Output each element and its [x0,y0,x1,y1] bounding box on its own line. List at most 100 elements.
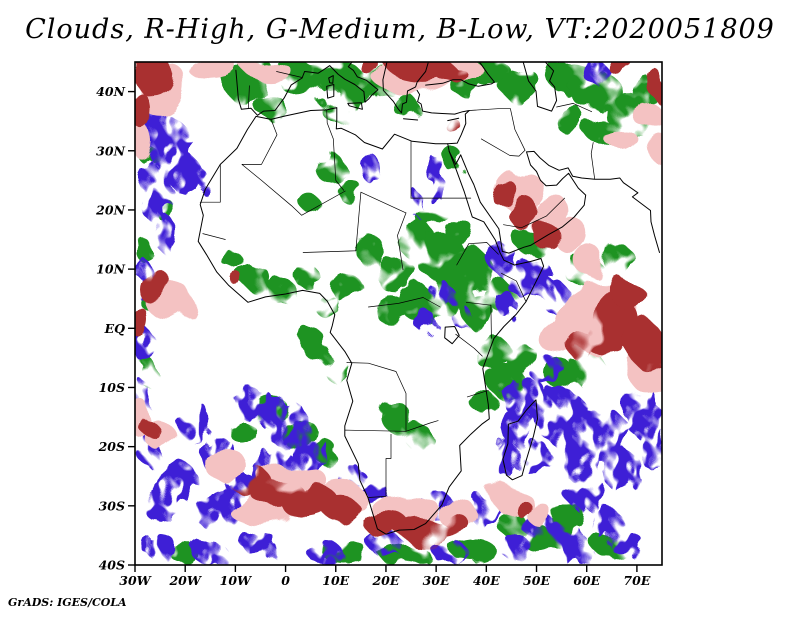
cloud-region [493,440,519,477]
lat-tick-label: 10S [99,380,125,395]
cloud-region [584,62,610,86]
cloud-region [303,331,329,361]
cloud-region [554,437,600,480]
cloud-region [265,278,296,302]
cloud-region [436,64,467,83]
cloud-region [136,354,154,385]
cloud-region [496,511,527,536]
cloud-region [532,224,561,249]
grads-credit: GrADS: IGES/COLA [8,596,127,609]
cloud-region [629,94,655,125]
cloud-region [242,532,279,557]
cloud-region [609,532,645,557]
country-border [468,108,511,111]
cloud-region [498,535,534,559]
lat-tick-label: 20S [98,439,125,454]
plot-frame [134,61,663,566]
country-border [556,103,593,113]
plot-title: Clouds, R-High, G-Medium, B-Low, VT:2020… [25,14,775,45]
country-border [503,197,565,229]
cloud-region [430,281,453,305]
country-border [368,297,441,308]
lon-tick-label: 30W [119,573,152,588]
cloud-region [649,127,662,163]
cloud-region [473,334,509,370]
cloud-region [521,440,552,477]
cloud-region [561,325,592,355]
cloud-region [323,357,349,382]
cloud-region [135,62,176,98]
country-border [344,429,407,432]
cloud-region [441,114,457,129]
coastline [347,102,363,110]
cloud-region [589,508,625,539]
lat-tick-label: 10N [96,262,125,277]
lat-tick-label: 30S [99,498,125,513]
cloud-region [240,266,271,290]
cloud-layer-high [135,62,662,544]
cloud-region [433,511,469,536]
country-border [405,420,439,432]
cloud-region [401,423,432,447]
cloud-region [503,411,529,447]
country-border [202,233,226,240]
country-border [590,142,596,180]
cloud-region [313,292,339,317]
cloud-region [554,218,590,255]
cloud-region [308,541,344,565]
cloud-region [586,121,617,145]
cloud-region [493,183,520,207]
cloud-region [393,94,419,119]
cloud-region [416,204,447,228]
cloud-region [579,298,645,358]
coastline [448,150,462,165]
cloud-region [338,464,364,489]
lon-tick-label: 40E [473,573,500,588]
cloud-region [142,420,158,438]
cloud-region [330,272,361,302]
cloud-region [232,423,258,447]
cloud-region [601,449,642,491]
country-border [490,304,492,339]
cloud-region [571,70,622,113]
cloud-region [451,304,472,329]
cloud-region [338,180,364,204]
cloud-region [511,202,542,230]
lon-tick-label: 50E [523,573,550,588]
cloud-region [323,495,359,523]
cloud-region [315,153,346,184]
cloud-region [517,503,536,520]
cloud-region [320,97,351,122]
cloud-region [375,295,407,326]
country-border [510,108,526,151]
lon-tick-label: 10W [220,573,253,588]
coastline [522,62,558,112]
cloud-region [150,425,181,456]
lat-tick-label: EQ [104,321,126,336]
cloud-region [518,260,555,296]
cloud-region [361,153,380,184]
cloud-region [380,402,412,432]
cloud-region [506,343,537,373]
lat-tick-label: 20N [95,202,125,217]
cloud-region [142,535,178,559]
cloud-region [556,106,587,136]
coastline [326,84,335,99]
cloud-region [192,541,228,565]
cloud-region [629,322,662,370]
cloud-region [152,215,178,252]
lon-tick-label: 20E [371,573,399,588]
coastline [502,399,538,481]
coastline [447,117,460,122]
cloud-region [137,239,153,264]
cloud-region [355,236,386,267]
lon-tick-label: 30E [423,573,450,588]
cloud-region [145,488,176,524]
lon-tick-label: 20W [168,573,202,588]
coastline [382,62,429,114]
country-border [456,243,470,266]
cloud-region [416,310,437,335]
country-border [466,390,489,398]
cloud-region [616,283,648,314]
